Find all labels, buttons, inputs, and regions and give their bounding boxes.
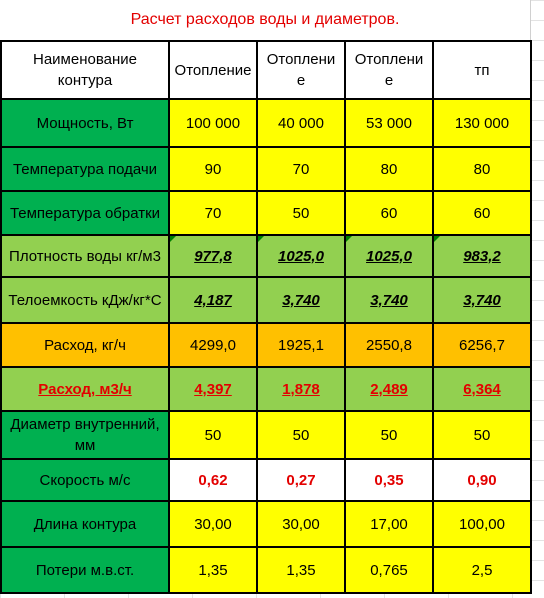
calculation-table: Наименование контура Отопление Отоплени …: [0, 40, 532, 594]
cell-return-temp-4[interactable]: 60: [432, 190, 532, 236]
row-inner-diameter: Диаметр внутренний, мм 50 50 50 50: [0, 410, 532, 460]
cell-return-temp-1[interactable]: 70: [168, 190, 258, 236]
cell-supply-temp-1[interactable]: 90: [168, 146, 258, 192]
row-supply-temp: Температура подачи 90 70 80 80: [0, 146, 532, 192]
label-velocity[interactable]: Скорость м/с: [0, 458, 170, 502]
row-velocity: Скорость м/с 0,62 0,27 0,35 0,90: [0, 458, 532, 502]
header-cell-heating-2[interactable]: Отоплени е: [256, 40, 346, 100]
cell-heat-capacity-3[interactable]: 3,740: [344, 276, 434, 324]
sheet-title[interactable]: Расчет расходов воды и диаметров.: [0, 0, 531, 40]
cell-velocity-4[interactable]: 0,90: [432, 458, 532, 502]
cell-head-loss-2[interactable]: 1,35: [256, 546, 346, 594]
cell-supply-temp-4[interactable]: 80: [432, 146, 532, 192]
cell-flow-kg-1[interactable]: 4299,0: [168, 322, 258, 368]
label-inner-diameter[interactable]: Диаметр внутренний, мм: [0, 410, 170, 460]
label-flow-m3[interactable]: Расход, м3/ч: [0, 366, 170, 412]
cell-flow-kg-3[interactable]: 2550,8: [344, 322, 434, 368]
header-label-cell[interactable]: Наименование контура: [0, 40, 170, 100]
header-cell-heating-3[interactable]: Отоплени е: [344, 40, 434, 100]
row-circuit-length: Длина контура 30,00 30,00 17,00 100,00: [0, 500, 532, 548]
cell-supply-temp-3[interactable]: 80: [344, 146, 434, 192]
cell-power-1[interactable]: 100 000: [168, 98, 258, 148]
cell-circuit-length-1[interactable]: 30,00: [168, 500, 258, 548]
cell-power-4[interactable]: 130 000: [432, 98, 532, 148]
cell-circuit-length-2[interactable]: 30,00: [256, 500, 346, 548]
header-cell-tp[interactable]: тп: [432, 40, 532, 100]
label-circuit-length[interactable]: Длина контура: [0, 500, 170, 548]
row-return-temp: Температура обратки 70 50 60 60: [0, 190, 532, 236]
cell-head-loss-3[interactable]: 0,765: [344, 546, 434, 594]
label-heat-capacity[interactable]: Телоемкость кДж/кг*С: [0, 276, 170, 324]
label-return-temp[interactable]: Температура обратки: [0, 190, 170, 236]
cell-water-density-1[interactable]: 977,8: [168, 234, 258, 278]
cell-circuit-length-3[interactable]: 17,00: [344, 500, 434, 548]
cell-water-density-2[interactable]: 1025,0: [256, 234, 346, 278]
label-flow-kg[interactable]: Расход, кг/ч: [0, 322, 170, 368]
row-flow-kg: Расход, кг/ч 4299,0 1925,1 2550,8 6256,7: [0, 322, 532, 368]
cell-circuit-length-4[interactable]: 100,00: [432, 500, 532, 548]
cell-return-temp-3[interactable]: 60: [344, 190, 434, 236]
cell-head-loss-1[interactable]: 1,35: [168, 546, 258, 594]
row-power: Мощность, Вт 100 000 40 000 53 000 130 0…: [0, 98, 532, 148]
cell-flow-kg-4[interactable]: 6256,7: [432, 322, 532, 368]
cell-heat-capacity-1[interactable]: 4,187: [168, 276, 258, 324]
cell-inner-diameter-4[interactable]: 50: [432, 410, 532, 460]
header-cell-heating-1[interactable]: Отопление: [168, 40, 258, 100]
row-heat-capacity: Телоемкость кДж/кг*С 4,187 3,740 3,740 3…: [0, 276, 532, 324]
cell-flow-kg-2[interactable]: 1925,1: [256, 322, 346, 368]
label-supply-temp[interactable]: Температура подачи: [0, 146, 170, 192]
cell-power-2[interactable]: 40 000: [256, 98, 346, 148]
cell-inner-diameter-1[interactable]: 50: [168, 410, 258, 460]
cell-heat-capacity-2[interactable]: 3,740: [256, 276, 346, 324]
cell-flow-m3-2[interactable]: 1,878: [256, 366, 346, 412]
cell-heat-capacity-4[interactable]: 3,740: [432, 276, 532, 324]
cell-inner-diameter-2[interactable]: 50: [256, 410, 346, 460]
label-head-loss[interactable]: Потери м.в.ст.: [0, 546, 170, 594]
row-head-loss: Потери м.в.ст. 1,35 1,35 0,765 2,5: [0, 546, 532, 594]
cell-water-density-3[interactable]: 1025,0: [344, 234, 434, 278]
label-power[interactable]: Мощность, Вт: [0, 98, 170, 148]
cell-velocity-1[interactable]: 0,62: [168, 458, 258, 502]
cell-supply-temp-2[interactable]: 70: [256, 146, 346, 192]
cell-head-loss-4[interactable]: 2,5: [432, 546, 532, 594]
cell-velocity-2[interactable]: 0,27: [256, 458, 346, 502]
cell-velocity-3[interactable]: 0,35: [344, 458, 434, 502]
cell-flow-m3-1[interactable]: 4,397: [168, 366, 258, 412]
cell-power-3[interactable]: 53 000: [344, 98, 434, 148]
label-water-density[interactable]: Плотность воды кг/м3: [0, 234, 170, 278]
cell-inner-diameter-3[interactable]: 50: [344, 410, 434, 460]
cell-flow-m3-3[interactable]: 2,489: [344, 366, 434, 412]
cell-water-density-4[interactable]: 983,2: [432, 234, 532, 278]
header-row: Наименование контура Отопление Отоплени …: [0, 40, 532, 100]
cell-return-temp-2[interactable]: 50: [256, 190, 346, 236]
row-flow-m3: Расход, м3/ч 4,397 1,878 2,489 6,364: [0, 366, 532, 412]
cell-flow-m3-4[interactable]: 6,364: [432, 366, 532, 412]
row-water-density: Плотность воды кг/м3 977,8 1025,0 1025,0…: [0, 234, 532, 278]
